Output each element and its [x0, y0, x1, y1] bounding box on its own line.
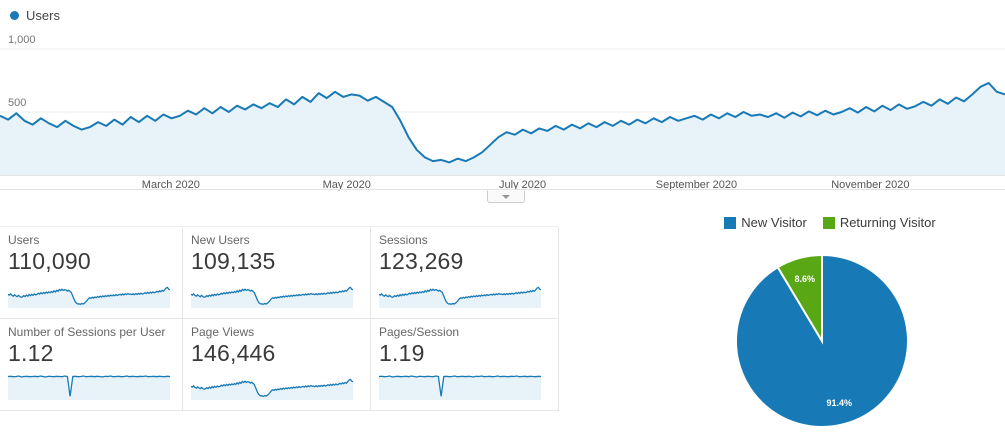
visitor-type-pie-chart: 91.4% 8.6%	[735, 253, 909, 428]
pie-slice-returning-visitor	[776, 253, 823, 345]
metric-card-sessions: Sessions 123,269	[371, 227, 559, 319]
users-series-legend: Users	[10, 8, 60, 23]
users-series-label: Users	[26, 8, 60, 23]
metric-card-users: Users 110,090	[0, 227, 183, 319]
metric-title: Users	[8, 233, 40, 247]
x-axis-label-november: November 2020	[831, 179, 910, 191]
legend-label: New Visitor	[741, 215, 807, 230]
metric-sparkline	[379, 286, 541, 308]
metric-sparkline	[8, 286, 170, 308]
metric-card-new-users: New Users 109,135	[183, 227, 371, 319]
y-axis-tick-500: 500	[8, 97, 27, 109]
metric-sparkline	[191, 378, 353, 400]
users-area-fill	[0, 83, 1005, 175]
sparkline-line	[379, 375, 541, 397]
users-series-dot-icon	[10, 11, 19, 20]
sparkline-line	[191, 378, 353, 398]
metric-title: Page Views	[191, 325, 255, 339]
pie-legend: New Visitor Returning Visitor	[695, 215, 965, 230]
metric-title: New Users	[191, 233, 250, 247]
metric-value: 1.12	[8, 340, 54, 366]
metric-value: 123,269	[379, 248, 464, 274]
sparkline-line	[379, 286, 541, 306]
sparkline-line	[8, 286, 170, 306]
sparkline-line	[8, 375, 170, 397]
metric-card-sessions-per-user: Number of Sessions per User 1.12	[0, 319, 183, 411]
sparkline-area	[379, 376, 541, 400]
users-timeseries-chart	[0, 48, 1005, 176]
metric-sparkline	[191, 286, 353, 308]
pie-slice-percentage: 8.6%	[795, 274, 816, 284]
sparkline-area	[8, 376, 170, 400]
legend-new-visitor: New Visitor	[724, 215, 807, 230]
new-visitor-swatch-icon	[724, 216, 737, 229]
metric-card-pages-per-session: Pages/Session 1.19	[371, 319, 559, 411]
sparkline-line	[191, 286, 353, 306]
metric-value: 146,446	[191, 340, 276, 366]
legend-returning-visitor: Returning Visitor	[822, 215, 936, 230]
x-axis-label-september: September 2020	[655, 179, 738, 191]
legend-label: Returning Visitor	[839, 215, 936, 230]
metric-card-page-views: Page Views 146,446	[183, 319, 371, 411]
pie-slice-percentage: 91.4%	[826, 398, 852, 408]
chart-divider	[0, 189, 1005, 190]
metric-sparkline	[379, 375, 541, 400]
metric-value: 110,090	[8, 248, 91, 274]
chart-collapse-button[interactable]	[487, 190, 525, 203]
y-axis-tick-1000: 1,000	[8, 34, 36, 46]
users-line	[0, 82, 1005, 164]
metric-title: Number of Sessions per User	[8, 325, 166, 339]
x-axis-label-may: May 2020	[322, 179, 371, 191]
metric-value: 1.19	[379, 340, 425, 366]
x-axis-label-july: July 2020	[499, 179, 547, 191]
metric-title: Sessions	[379, 233, 428, 247]
chevron-down-icon	[502, 194, 510, 199]
metric-value: 109,135	[191, 248, 276, 274]
metric-title: Pages/Session	[379, 325, 460, 339]
returning-visitor-swatch-icon	[822, 216, 835, 229]
x-axis-label-march: March 2020	[141, 179, 200, 191]
metric-sparkline	[8, 375, 170, 400]
metrics-grid: Users 110,090 New Users 109,135 Sessions…	[0, 226, 559, 411]
